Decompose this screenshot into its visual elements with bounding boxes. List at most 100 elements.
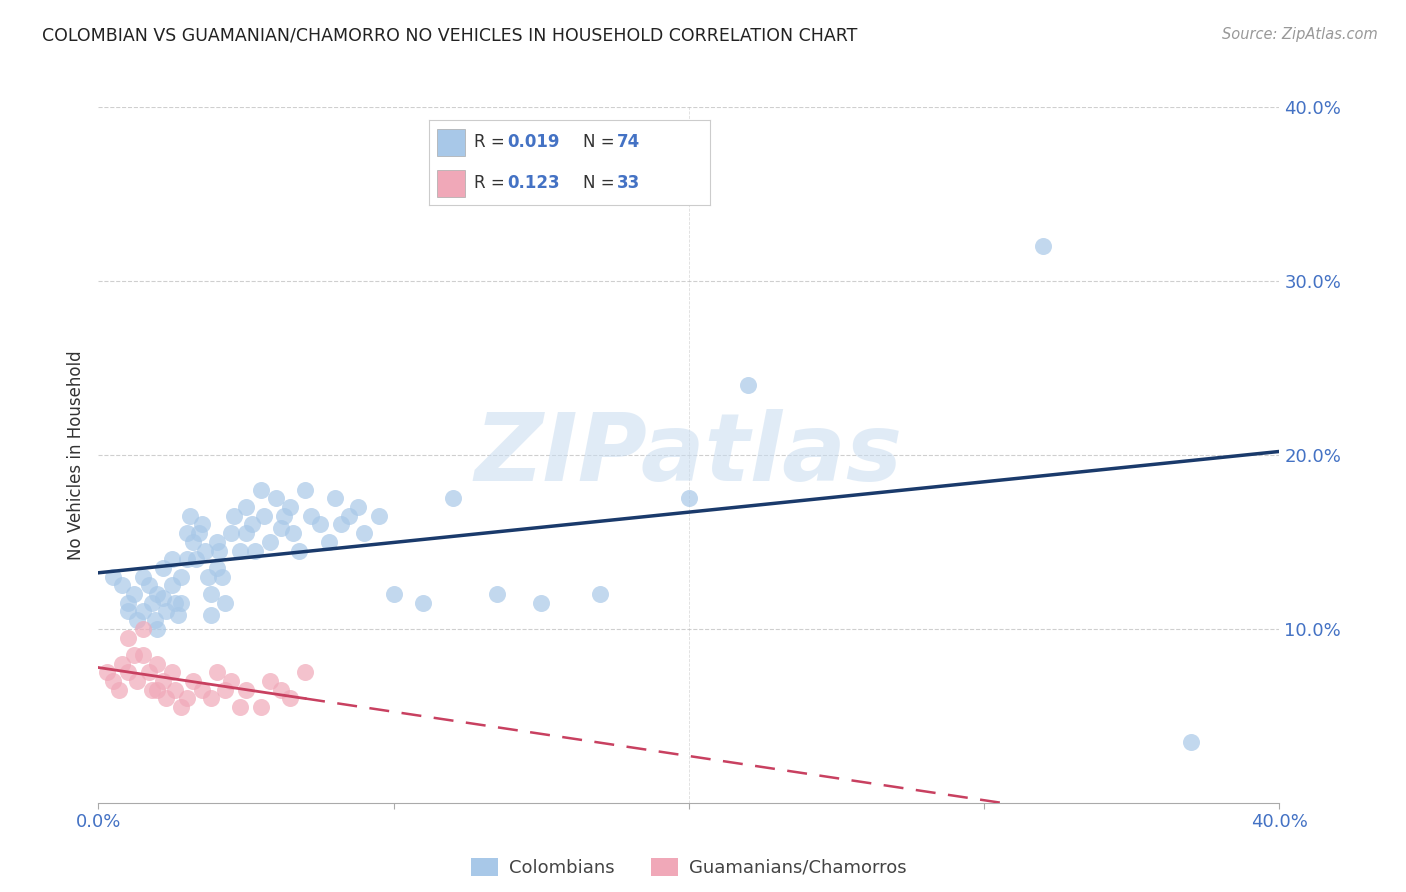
- Point: [219, 526, 242, 541]
- Point: [117, 631, 139, 645]
- FancyBboxPatch shape: [437, 169, 465, 196]
- Point: [170, 596, 193, 610]
- Point: [125, 613, 148, 627]
- Point: [205, 665, 228, 680]
- Point: [167, 607, 190, 622]
- Point: [737, 378, 759, 392]
- Point: [294, 483, 316, 497]
- Point: [205, 561, 228, 575]
- Point: [368, 508, 391, 523]
- Point: [205, 534, 228, 549]
- Text: N =: N =: [583, 174, 620, 192]
- Point: [278, 691, 302, 706]
- Point: [146, 587, 169, 601]
- Point: [329, 517, 352, 532]
- Point: [229, 700, 252, 714]
- Point: [678, 491, 700, 506]
- Point: [117, 665, 139, 680]
- Point: [162, 578, 183, 592]
- Point: [309, 517, 332, 532]
- Point: [108, 682, 131, 697]
- Point: [96, 665, 118, 680]
- Text: 33: 33: [617, 174, 641, 192]
- Point: [211, 570, 233, 584]
- Point: [318, 534, 340, 549]
- Point: [165, 682, 187, 697]
- Point: [273, 508, 295, 523]
- Point: [1180, 735, 1202, 749]
- Point: [530, 596, 553, 610]
- Point: [283, 526, 305, 541]
- Text: R =: R =: [474, 174, 510, 192]
- Point: [176, 526, 198, 541]
- Point: [200, 607, 222, 622]
- Point: [187, 526, 209, 541]
- Point: [170, 570, 193, 584]
- Point: [191, 682, 214, 697]
- Point: [270, 521, 292, 535]
- Text: 0.019: 0.019: [508, 134, 560, 152]
- Point: [264, 491, 287, 506]
- Point: [250, 700, 273, 714]
- Point: [170, 700, 193, 714]
- Point: [589, 587, 612, 601]
- Point: [347, 500, 370, 514]
- Point: [143, 613, 166, 627]
- Point: [441, 491, 464, 506]
- Point: [412, 596, 434, 610]
- Point: [155, 691, 177, 706]
- Text: ZIPatlas: ZIPatlas: [475, 409, 903, 501]
- Point: [141, 682, 163, 697]
- Text: N =: N =: [583, 134, 620, 152]
- Point: [152, 674, 174, 689]
- Point: [214, 682, 236, 697]
- Point: [1032, 239, 1054, 253]
- Point: [138, 665, 160, 680]
- Point: [235, 526, 257, 541]
- Point: [294, 665, 316, 680]
- Point: [132, 570, 155, 584]
- Point: [353, 526, 375, 541]
- Point: [299, 508, 322, 523]
- Point: [117, 596, 139, 610]
- Point: [235, 500, 257, 514]
- Point: [194, 543, 217, 558]
- Point: [122, 648, 145, 662]
- Point: [165, 596, 187, 610]
- Point: [132, 648, 155, 662]
- Point: [288, 543, 311, 558]
- Point: [270, 682, 292, 697]
- FancyBboxPatch shape: [437, 129, 465, 156]
- Point: [250, 483, 273, 497]
- Point: [122, 587, 145, 601]
- Point: [111, 578, 134, 592]
- Point: [240, 517, 263, 532]
- Point: [132, 622, 155, 636]
- Point: [259, 674, 281, 689]
- Text: 74: 74: [617, 134, 641, 152]
- Point: [146, 622, 169, 636]
- Point: [208, 543, 231, 558]
- Point: [184, 552, 207, 566]
- Point: [141, 596, 163, 610]
- Point: [181, 534, 204, 549]
- Point: [138, 578, 160, 592]
- Point: [253, 508, 276, 523]
- Point: [117, 605, 139, 619]
- Point: [162, 665, 183, 680]
- Y-axis label: No Vehicles in Household: No Vehicles in Household: [67, 350, 86, 560]
- Point: [382, 587, 405, 601]
- Point: [197, 570, 219, 584]
- Point: [339, 508, 360, 523]
- Point: [219, 674, 242, 689]
- Point: [176, 552, 198, 566]
- Point: [200, 691, 222, 706]
- Point: [200, 587, 222, 601]
- Point: [235, 682, 257, 697]
- Point: [103, 674, 125, 689]
- Point: [176, 691, 198, 706]
- Point: [179, 508, 201, 523]
- Point: [103, 570, 125, 584]
- Point: [152, 561, 174, 575]
- Point: [224, 508, 246, 523]
